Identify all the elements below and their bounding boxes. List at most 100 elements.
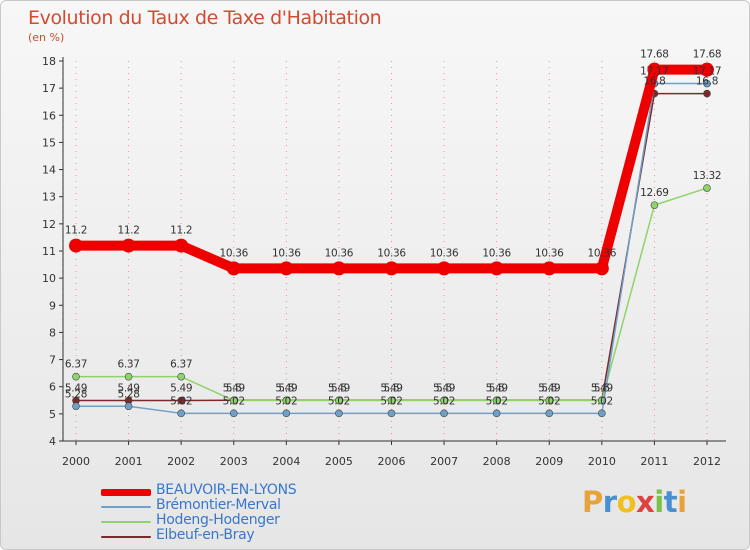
data-label-2: 5.49 [223, 383, 245, 395]
data-point-1 [703, 79, 711, 88]
data-label-0: 11.2 [170, 225, 192, 237]
data-label-1: 5.28 [65, 388, 87, 400]
x-tick-label: 2004 [272, 455, 300, 468]
x-tick-label: 2009 [535, 455, 563, 468]
data-label-1: 5.02 [223, 395, 245, 407]
data-label-3: 5.49 [65, 383, 87, 395]
data-point-1 [440, 409, 448, 418]
data-point-0 [384, 261, 399, 276]
data-point-1 [598, 409, 606, 418]
data-label-2: 5.49 [328, 383, 350, 395]
data-label-0: 10.36 [430, 247, 459, 259]
data-label-0: 10.36 [482, 247, 511, 259]
data-label-0: 10.36 [325, 247, 354, 259]
data-point-0 [700, 62, 714, 77]
data-label-0: 17.68 [640, 49, 669, 61]
data-label-0: 10.36 [272, 247, 301, 259]
data-point-0 [121, 238, 136, 253]
data-label-0: 10.36 [535, 247, 564, 259]
data-point-2 [335, 396, 343, 405]
data-point-3 [177, 396, 185, 405]
data-label-2: 13.32 [693, 170, 722, 182]
x-tick-label: 2001 [115, 455, 143, 468]
data-label-2: 5.49 [538, 383, 560, 395]
data-label-1: 5.02 [486, 395, 508, 407]
data-label-0: 10.36 [377, 247, 406, 259]
data-label-3: 5.5 [384, 382, 400, 394]
y-tick-label: 16 [42, 109, 56, 122]
legend-swatch-elbeuf [101, 536, 151, 538]
legend-label-elbeuf: Elbeuf-en-Bray [156, 527, 255, 543]
data-label-1: 5.02 [170, 395, 192, 407]
data-point-0 [489, 261, 504, 276]
logo-letter: t [663, 485, 678, 519]
data-label-2: 6.37 [117, 359, 139, 371]
legend-label-beauvoir: BEAUVOIR-EN-LYONS [156, 482, 297, 498]
data-point-1 [282, 409, 291, 418]
x-tick-label: 2008 [483, 455, 511, 468]
data-label-2: 5.49 [591, 383, 613, 395]
logo-letter: P [582, 485, 603, 519]
data-point-0 [279, 261, 294, 276]
x-tick-label: 2007 [430, 455, 458, 468]
y-tick-label: 5 [49, 408, 56, 421]
data-label-3: 5.5 [226, 382, 242, 394]
x-tick-label: 2012 [693, 455, 721, 468]
logo-letter: i [677, 485, 687, 519]
x-tick-label: 2011 [640, 455, 668, 468]
data-label-2: 12.69 [640, 187, 669, 199]
data-point-0 [594, 261, 609, 276]
y-tick-label: 18 [42, 55, 56, 68]
data-point-1 [492, 409, 501, 418]
data-point-1 [229, 409, 238, 418]
y-tick-label: 13 [42, 191, 56, 204]
data-point-0 [69, 238, 83, 253]
data-point-0 [174, 238, 189, 253]
data-point-1 [177, 409, 185, 418]
data-point-2 [492, 396, 501, 405]
data-label-3: 5.5 [436, 382, 452, 394]
y-tick-label: 11 [42, 245, 56, 258]
y-tick-label: 8 [49, 326, 56, 339]
data-label-3: 5.49 [170, 383, 192, 395]
data-point-0 [542, 261, 557, 276]
data-label-1: 5.02 [591, 395, 613, 407]
data-label-0: 10.36 [588, 247, 617, 259]
y-tick-label: 4 [49, 435, 56, 448]
data-label-2: 5.49 [275, 383, 297, 395]
legend-swatch-beauvoir [101, 489, 151, 496]
x-tick-label: 2010 [588, 455, 616, 468]
data-label-1: 5.02 [380, 395, 402, 407]
data-label-3: 16.8 [696, 76, 718, 88]
data-label-0: 11.2 [65, 225, 87, 237]
y-tick-label: 14 [42, 164, 56, 177]
y-tick-label: 17 [42, 82, 56, 95]
data-label-3: 5.5 [489, 382, 505, 394]
data-label-2: 6.37 [65, 359, 87, 371]
x-tick-label: 2002 [167, 455, 195, 468]
data-label-1: 5.28 [117, 388, 139, 400]
data-point-3 [703, 89, 711, 98]
data-label-3: 5.5 [541, 382, 557, 394]
data-point-0 [437, 261, 452, 276]
data-point-0 [331, 261, 346, 276]
x-tick-label: 2000 [62, 455, 90, 468]
y-tick-label: 15 [42, 136, 56, 149]
logo-letter: i [654, 485, 664, 519]
data-point-0 [647, 62, 662, 77]
data-point-1 [72, 402, 80, 411]
data-label-1: 5.02 [328, 395, 350, 407]
data-label-3: 16.8 [643, 76, 665, 88]
data-point-2 [177, 372, 185, 381]
y-tick-label: 7 [49, 354, 56, 367]
data-label-2: 6.37 [170, 359, 192, 371]
data-label-1: 5.02 [538, 395, 560, 407]
data-label-2: 5.49 [433, 383, 455, 395]
data-point-0 [226, 261, 241, 276]
data-label-2: 5.49 [486, 383, 508, 395]
data-point-2 [72, 372, 80, 381]
data-label-3: 5.49 [117, 383, 139, 395]
data-label-0: 17.68 [693, 49, 722, 61]
